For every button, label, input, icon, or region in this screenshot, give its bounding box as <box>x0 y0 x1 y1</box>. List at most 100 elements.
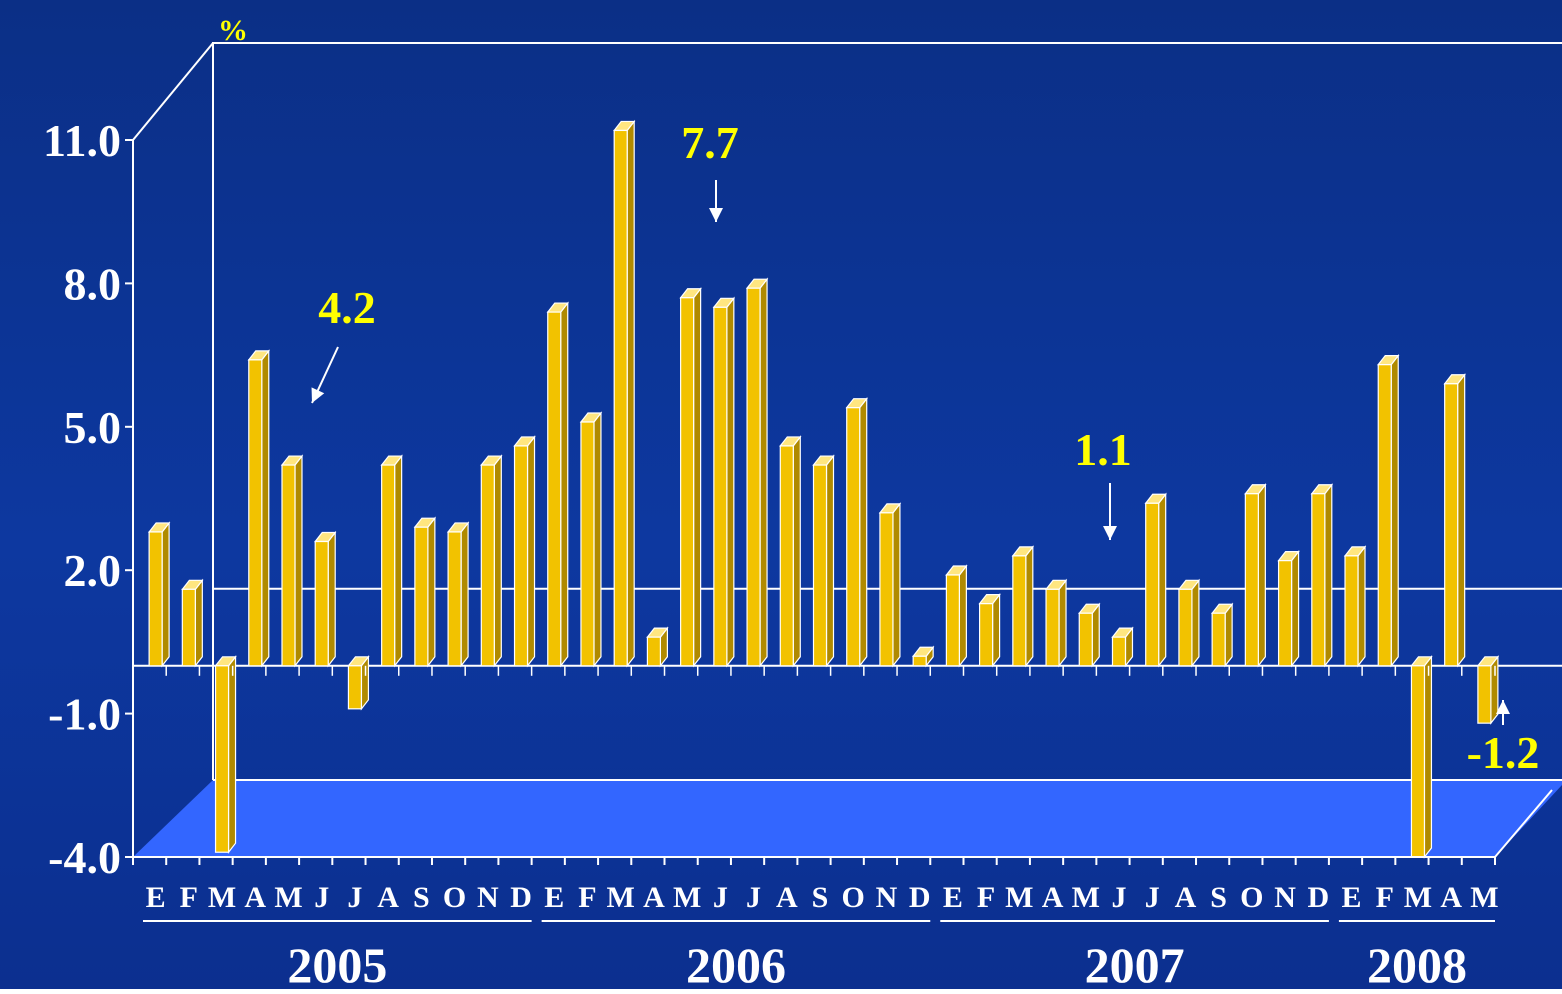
month-label: D <box>909 881 931 914</box>
bar-side <box>194 578 203 668</box>
bar-side <box>958 564 967 668</box>
bar <box>280 454 304 668</box>
bar-side <box>859 396 868 668</box>
month-label: A <box>244 881 266 914</box>
bar <box>1210 602 1234 668</box>
bar-side <box>1091 602 1100 668</box>
bar-front <box>1344 555 1359 667</box>
bar-front <box>779 445 794 667</box>
bar <box>1443 373 1466 668</box>
month-label: F <box>977 881 995 914</box>
bar-front <box>513 445 529 667</box>
y-tick-label: -4.0 <box>48 832 121 883</box>
bar-front <box>1477 665 1492 724</box>
bar-front <box>1277 560 1293 667</box>
month-label: A <box>1042 881 1064 914</box>
bar-side <box>1324 482 1333 668</box>
month-label: F <box>1376 881 1394 914</box>
bar-front <box>181 588 196 667</box>
bar-side <box>593 411 602 668</box>
bar <box>1410 655 1433 859</box>
annotation-arrow-head <box>311 387 325 403</box>
bar-side <box>1290 549 1300 668</box>
bar-side <box>892 502 901 668</box>
month-label: D <box>1307 881 1329 914</box>
bar <box>1044 578 1068 668</box>
labels-group: 11.08.05.02.0-1.0-4.0%E F M A M J J A S O N D E F M A M J… <box>43 14 1499 993</box>
bar-side <box>394 454 403 668</box>
bar <box>380 454 403 668</box>
bar <box>1111 626 1134 668</box>
bar-side <box>792 435 801 668</box>
bar-side <box>327 530 336 668</box>
bar <box>181 578 204 668</box>
bar-front <box>480 464 495 667</box>
bar-side <box>560 301 569 668</box>
bar-front <box>945 574 960 667</box>
month-label: O <box>842 881 865 914</box>
bar <box>313 530 337 668</box>
bar <box>679 286 702 668</box>
bar <box>1011 545 1035 668</box>
month-label: S <box>1210 881 1227 914</box>
back-wall-edge <box>212 42 1562 780</box>
annotation-arrow-head <box>709 208 723 222</box>
bar-front <box>414 526 429 667</box>
bar-side <box>1257 482 1266 668</box>
bar-side <box>294 454 303 668</box>
bar-front <box>879 512 894 667</box>
bar <box>1377 353 1400 668</box>
bar-front <box>1311 493 1326 667</box>
bar-front <box>314 540 329 667</box>
bar <box>214 655 237 854</box>
bars-group <box>147 119 1500 859</box>
bar-side <box>1158 492 1167 668</box>
bar <box>347 655 370 711</box>
bar <box>911 645 935 668</box>
bar <box>612 119 636 668</box>
bar-side <box>1357 545 1366 668</box>
bar <box>745 277 769 668</box>
month-label: M <box>1470 881 1498 914</box>
y-tick-label: 11.0 <box>43 115 121 166</box>
bar-front <box>547 311 562 667</box>
bar <box>779 435 802 668</box>
bar-side <box>1058 578 1067 668</box>
bar-front <box>746 287 761 667</box>
bar-side <box>1423 655 1433 859</box>
annotation-label: 1.1 <box>1074 424 1132 475</box>
bar <box>1144 492 1167 668</box>
bar <box>147 521 171 668</box>
bar-side <box>227 655 237 854</box>
bar-front <box>1444 383 1459 667</box>
bar-front <box>680 297 695 667</box>
month-label: M <box>607 881 635 914</box>
year-label: 2008 <box>1367 937 1467 989</box>
month-label: M <box>1404 881 1432 914</box>
bar-front <box>1211 612 1226 667</box>
floor-plane <box>133 780 1562 857</box>
month-label: M <box>673 881 701 914</box>
bar-side <box>991 592 1001 668</box>
bar-front <box>381 464 396 667</box>
bar-front <box>1078 612 1093 667</box>
annotation-arrow-head <box>1496 700 1510 714</box>
unit-label: % <box>218 14 248 47</box>
bar-side <box>626 119 635 668</box>
bar-front <box>812 464 828 667</box>
bar <box>812 454 835 668</box>
bar-side <box>1191 578 1200 668</box>
bar-side <box>526 435 536 668</box>
bar-front <box>580 421 595 667</box>
annotation-label: -1.2 <box>1467 727 1540 778</box>
bar <box>1277 549 1300 668</box>
bar-front <box>646 636 662 667</box>
bar-front <box>1145 502 1160 667</box>
bar <box>646 626 669 668</box>
annotation-label: 4.2 <box>318 282 376 333</box>
y-tick-label: -1.0 <box>48 689 121 740</box>
month-label: M <box>1005 881 1033 914</box>
bar-front <box>1045 588 1060 667</box>
